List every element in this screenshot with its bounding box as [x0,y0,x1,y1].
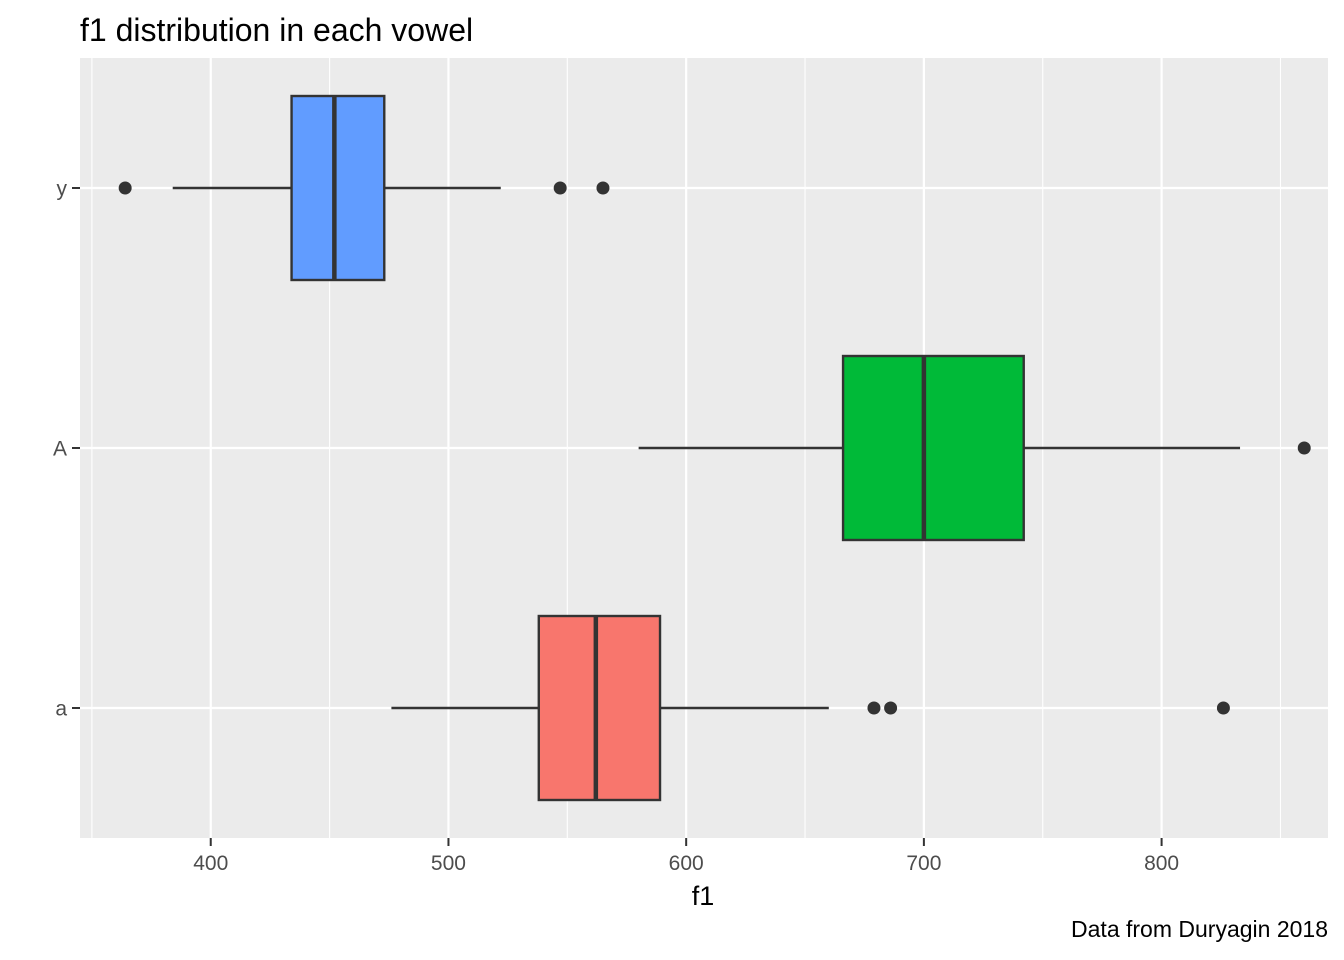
outlier-point [1297,441,1311,455]
outlier-point [118,181,132,195]
box-series [118,94,1311,802]
x-tick-label: 800 [1144,852,1179,875]
outlier-point [884,701,898,715]
box-y [118,94,610,282]
iqr-box [290,94,386,282]
outlier-point [553,181,567,195]
x-axis-title: f1 [692,881,715,911]
y-tick-label: A [53,438,67,461]
iqr-box [537,614,662,802]
iqr-box [841,354,1025,542]
box-A-upper [638,354,1311,542]
outlier-point [1216,701,1230,715]
y-tick-label: y [57,178,68,201]
x-tick-label: 700 [906,852,941,875]
x-axis: 400 500 600 700 800 [193,838,1179,875]
box-a [391,614,1230,802]
y-axis: a Ay [53,178,80,721]
outlier-point [596,181,610,195]
x-tick-label: 500 [431,852,466,875]
x-tick-label: 600 [669,852,704,875]
x-tick-label: 400 [193,852,228,875]
outlier-point [867,701,881,715]
chart-caption: Data from Duryagin 2018 [1071,916,1328,942]
chart-title: f1 distribution in each vowel [80,12,473,48]
y-tick-label: a [55,698,67,721]
